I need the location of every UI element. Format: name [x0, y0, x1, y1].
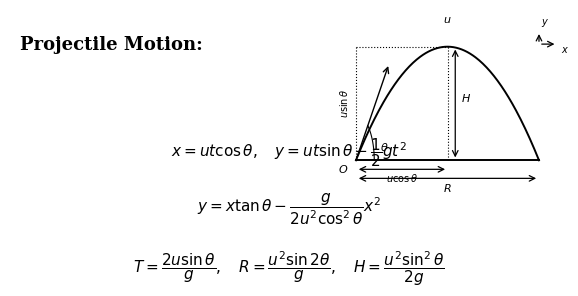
Text: $u$: $u$: [443, 15, 452, 25]
Text: $O$: $O$: [338, 163, 349, 175]
Text: $T = \dfrac{2u\sin\theta}{g}, \quad R = \dfrac{u^2\sin 2\theta}{g}, \quad H = \d: $T = \dfrac{2u\sin\theta}{g}, \quad R = …: [134, 249, 444, 288]
Text: $u\sin\theta$: $u\sin\theta$: [339, 89, 350, 118]
Text: $R$: $R$: [443, 182, 452, 194]
Text: $x = ut\cos\theta, \quad y = ut\sin\theta - \dfrac{1}{2}gt^2$: $x = ut\cos\theta, \quad y = ut\sin\thet…: [171, 136, 407, 168]
Text: Projectile Motion:: Projectile Motion:: [20, 36, 203, 54]
Text: $y = x\tan\theta - \dfrac{g}{2u^2\cos^2\theta}x^2$: $y = x\tan\theta - \dfrac{g}{2u^2\cos^2\…: [197, 191, 381, 227]
Text: $\theta$: $\theta$: [380, 141, 388, 152]
Text: $x$: $x$: [561, 45, 569, 55]
Text: $y$: $y$: [541, 17, 549, 29]
Text: $H$: $H$: [461, 92, 471, 104]
Text: $u\cos\theta$: $u\cos\theta$: [386, 172, 418, 184]
